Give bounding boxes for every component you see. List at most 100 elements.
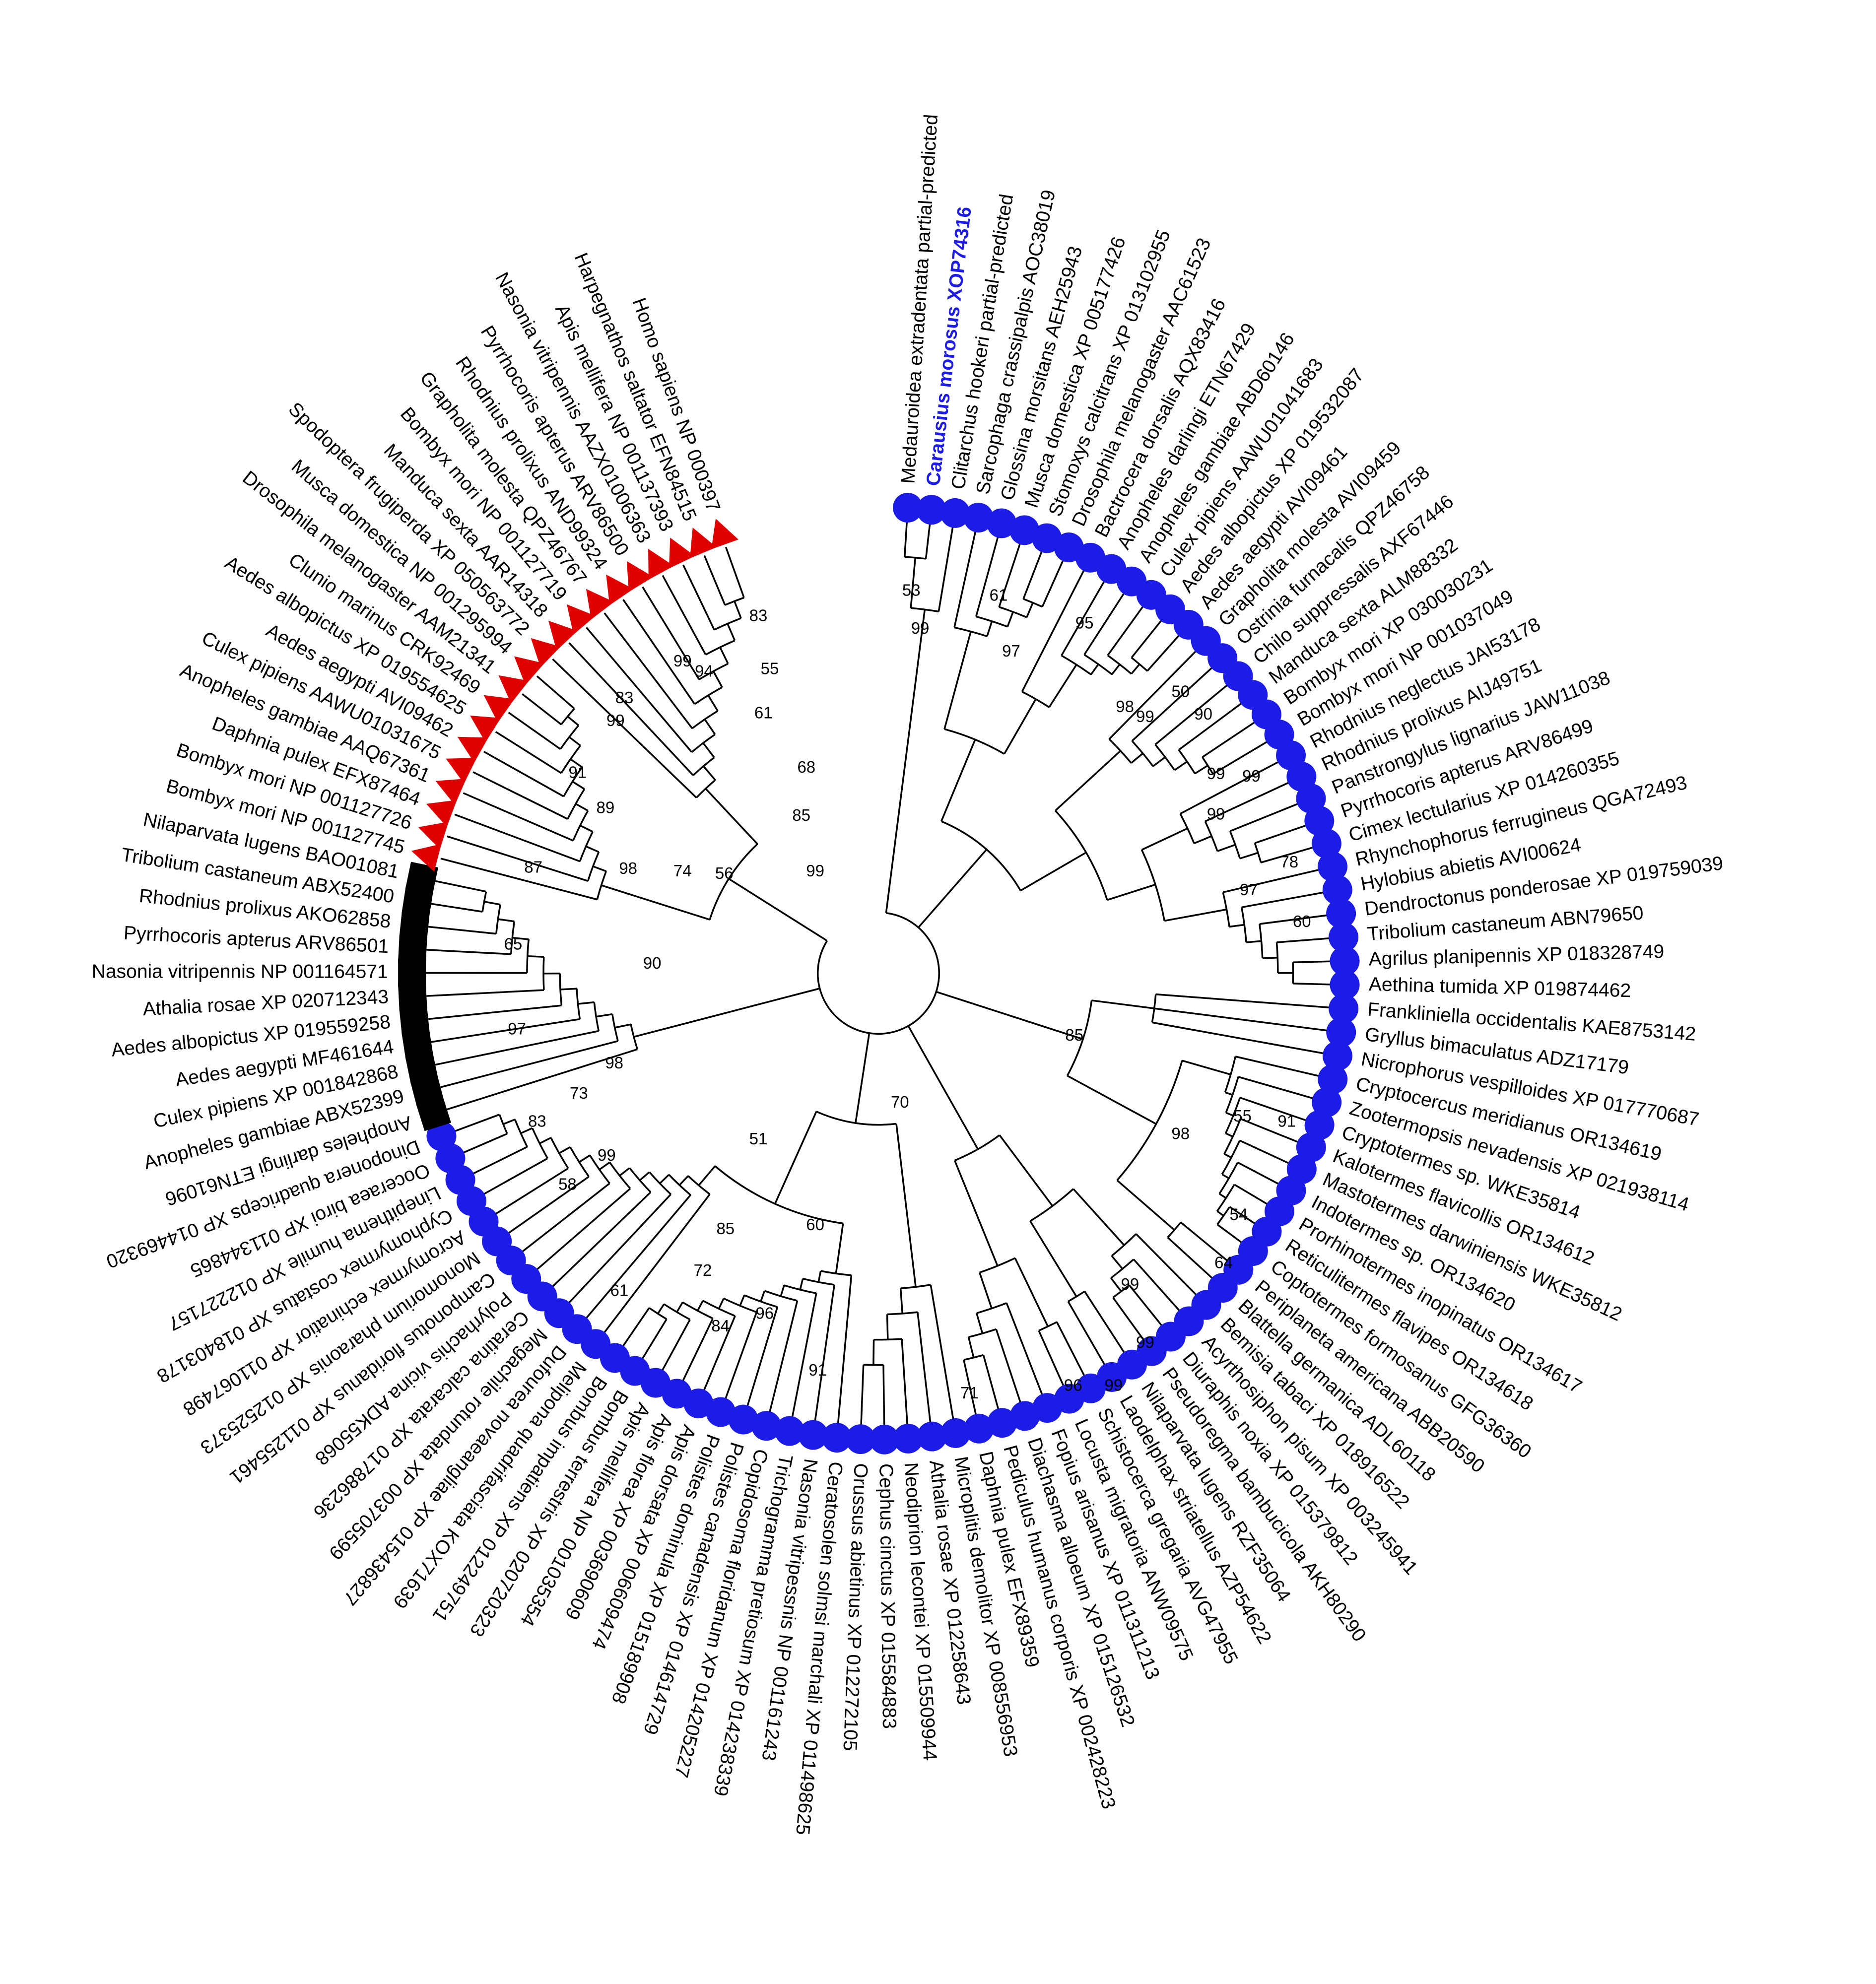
branch	[585, 845, 600, 853]
branch	[521, 1183, 610, 1253]
branch	[703, 765, 716, 781]
leaf-marker	[483, 695, 515, 723]
square-marker	[399, 1005, 430, 1036]
triangle-marker	[457, 736, 488, 763]
branch	[682, 564, 715, 630]
branch	[727, 623, 736, 641]
bootstrap-value: 71	[960, 1384, 979, 1402]
leaf-marker	[567, 604, 596, 635]
branch	[1229, 802, 1299, 832]
leaf-marker	[398, 934, 427, 964]
bootstrap-value: 61	[990, 586, 1008, 604]
branch	[558, 1146, 571, 1154]
branch	[1107, 883, 1156, 901]
leaf-marker	[411, 844, 442, 872]
leaf-marker	[916, 495, 946, 525]
branch	[882, 1365, 885, 1426]
branch	[1055, 750, 1121, 811]
branch	[642, 586, 700, 680]
leaf-marker	[987, 1408, 1017, 1438]
leaf-marker	[1329, 922, 1359, 952]
branch	[1005, 1303, 1043, 1395]
branch	[662, 575, 707, 656]
branch	[725, 1312, 758, 1399]
bootstrap-value: 73	[570, 1084, 588, 1102]
bootstrap-value: 98	[619, 859, 637, 877]
branch-arc	[1055, 810, 1108, 901]
branch	[1225, 1132, 1233, 1138]
branch	[657, 1303, 665, 1315]
branch	[1239, 852, 1259, 860]
branch	[1116, 1180, 1175, 1231]
branch	[578, 1001, 595, 1005]
branch	[495, 1167, 569, 1215]
branch	[1107, 605, 1144, 656]
branch	[1241, 891, 1324, 909]
leaf-marker	[586, 589, 614, 620]
leaf-marker	[514, 656, 544, 685]
branch	[872, 1339, 875, 1365]
leaf-marker	[917, 1421, 947, 1452]
bootstrap-value: 98	[1116, 697, 1134, 716]
branch	[1141, 827, 1188, 851]
leaf-marker	[606, 574, 634, 605]
square-marker	[398, 934, 427, 964]
bootstrap-value: 96	[755, 1304, 774, 1322]
branch	[593, 865, 606, 872]
branch	[1240, 1118, 1299, 1143]
branch	[568, 736, 581, 746]
leaf-marker	[822, 1423, 852, 1453]
branch	[428, 1004, 562, 1020]
leaf-marker	[1322, 1041, 1352, 1071]
branch	[1146, 634, 1180, 672]
bootstrap-value: 99	[1136, 707, 1154, 726]
square-marker	[398, 959, 426, 987]
circle-marker	[1010, 1401, 1040, 1431]
branch	[718, 1298, 725, 1309]
branch	[1178, 702, 1242, 751]
leaf-marker	[470, 716, 501, 742]
branch	[719, 647, 729, 664]
square-marker	[402, 1028, 434, 1060]
branch	[1212, 740, 1268, 775]
leaf-label: Agrilus planipennis XP 018328749	[1368, 941, 1664, 970]
bootstrap-value: 55	[1233, 1107, 1252, 1125]
branch	[817, 1270, 822, 1282]
bootstrap-value: 91	[1277, 1112, 1296, 1130]
branch	[1229, 1206, 1256, 1225]
leaf-marker	[940, 498, 970, 528]
triangle-marker	[498, 675, 529, 704]
branch	[633, 988, 820, 1038]
leaf-marker	[402, 1028, 434, 1060]
leaf-marker	[893, 1423, 923, 1454]
branch	[885, 609, 926, 913]
branch	[1131, 619, 1162, 659]
branch	[925, 523, 931, 559]
leaf-label: Orussus abietinus XP 012272105	[839, 1463, 871, 1752]
leaf-marker	[402, 886, 434, 918]
leaf-marker	[1010, 1401, 1040, 1431]
bootstrap-value: 60	[806, 1215, 824, 1234]
bootstrap-value: 99	[1136, 1333, 1154, 1351]
branch	[435, 1030, 599, 1066]
branch	[696, 1300, 704, 1312]
branch	[1022, 551, 1043, 599]
branch	[552, 658, 697, 798]
square-marker	[399, 910, 430, 941]
leaf-marker	[1312, 1087, 1342, 1118]
bootstrap-value: 70	[891, 1093, 909, 1111]
branch	[536, 675, 575, 710]
branch	[963, 1359, 977, 1415]
bootstrap-value: 98	[605, 1054, 623, 1072]
circle-marker	[1032, 1393, 1063, 1423]
branch	[1224, 1153, 1232, 1159]
bootstrap-value: 99	[911, 619, 930, 637]
bootstrap-value: 72	[694, 1261, 712, 1279]
leaf-marker	[399, 1005, 430, 1036]
bootstrap-value: 53	[902, 581, 921, 599]
branch	[1152, 1021, 1324, 1055]
bootstrap-value: 64	[1214, 1254, 1233, 1272]
branch	[791, 1293, 817, 1418]
bootstrap-value: 99	[673, 652, 692, 670]
triangle-marker	[418, 821, 449, 850]
